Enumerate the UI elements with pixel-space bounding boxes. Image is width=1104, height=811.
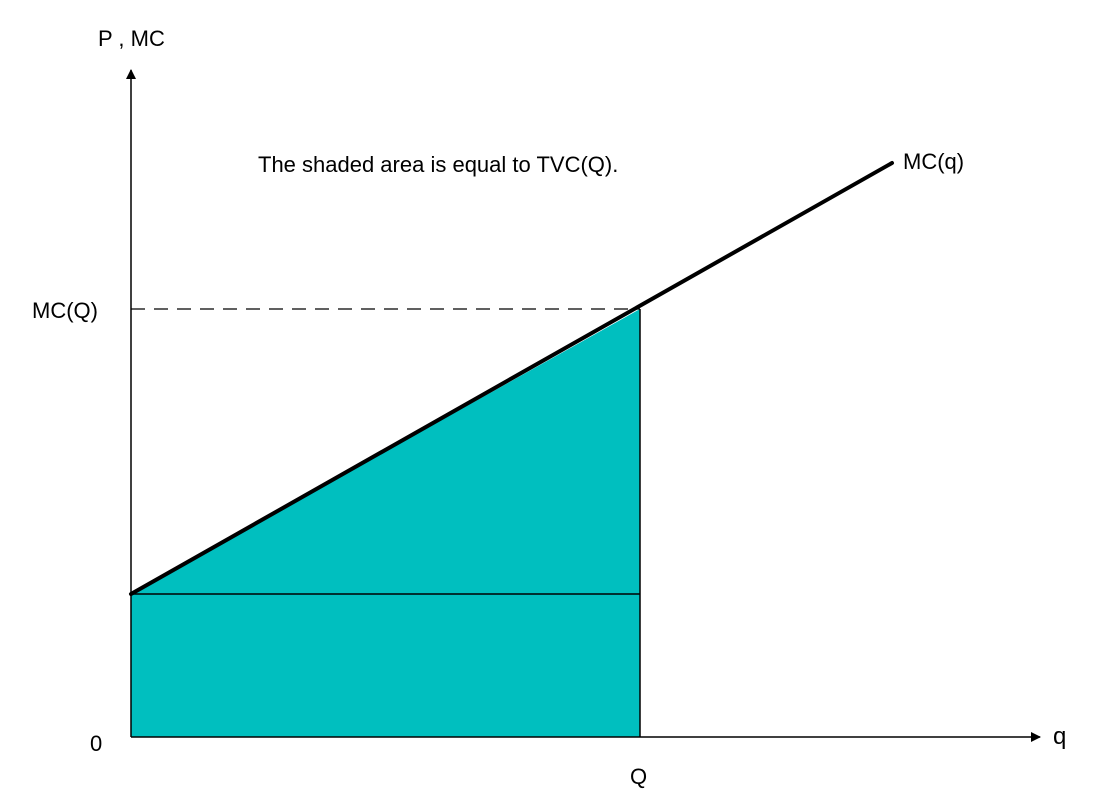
- y-axis-label: P , MC: [98, 26, 165, 51]
- mc-curve-label: MC(q): [903, 149, 964, 174]
- x-axis-label: q: [1053, 723, 1066, 750]
- shaded-tvc-area: [131, 309, 640, 737]
- mc-curve: [129, 161, 894, 596]
- mcq-y-label: MC(Q): [32, 298, 98, 323]
- origin-label: 0: [90, 731, 102, 756]
- annotation-text: The shaded area is equal to TVC(Q).: [258, 152, 618, 177]
- q-x-label: Q: [630, 764, 647, 789]
